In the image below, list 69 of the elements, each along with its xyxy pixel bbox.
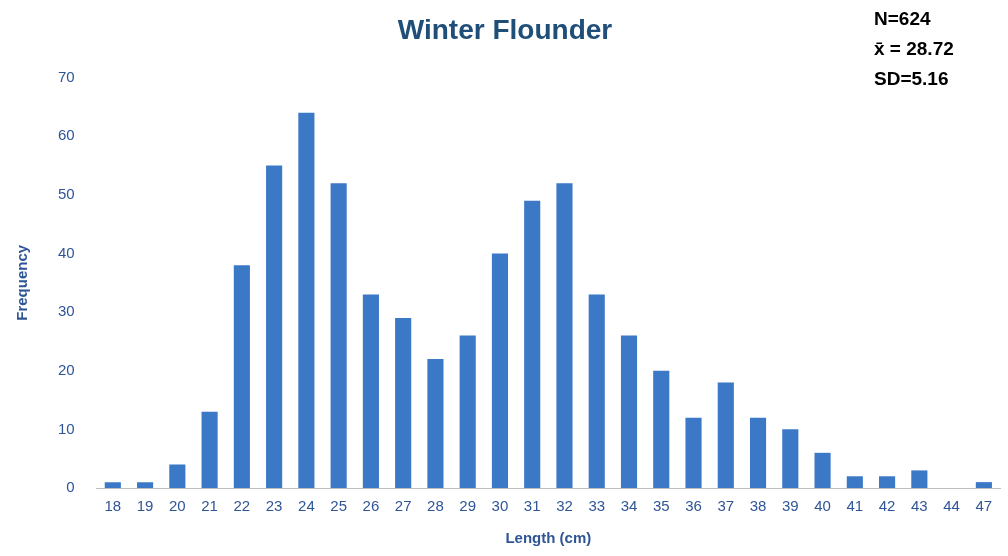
bar xyxy=(362,294,379,488)
y-axis-title: Frequency xyxy=(13,244,31,321)
x-tick-label: 20 xyxy=(168,497,186,515)
annotation: SD=5.16 xyxy=(874,67,950,91)
x-tick-label: 18 xyxy=(104,497,122,515)
bar xyxy=(975,482,992,488)
bar xyxy=(588,294,605,488)
bar xyxy=(620,335,638,488)
bar xyxy=(782,429,799,488)
x-tick-label: 42 xyxy=(878,497,896,515)
x-tick-label: 40 xyxy=(814,497,831,515)
x-tick-label: 21 xyxy=(201,497,218,515)
bar xyxy=(717,382,734,488)
bar xyxy=(491,253,509,488)
chart-title: Winter Flounder xyxy=(397,13,613,45)
bar xyxy=(137,482,154,488)
x-tick-label: 36 xyxy=(685,497,702,515)
x-tick-label: 30 xyxy=(491,497,509,515)
x-tick-label: 28 xyxy=(427,497,444,515)
y-tick-label: 10 xyxy=(58,419,75,437)
bar xyxy=(104,482,121,488)
x-tick-label: 43 xyxy=(911,497,928,515)
bar xyxy=(427,359,444,488)
bar xyxy=(814,452,831,488)
x-axis-title: Length (cm) xyxy=(505,529,592,547)
x-tick-label: 44 xyxy=(943,497,960,515)
y-tick-label: 50 xyxy=(58,185,75,202)
bar xyxy=(846,476,863,488)
bar xyxy=(459,335,476,488)
y-tick-label: 0 xyxy=(66,478,75,496)
x-tick-label: 19 xyxy=(136,497,154,515)
bar xyxy=(685,417,702,488)
bar xyxy=(879,476,896,488)
x-tick-label: 39 xyxy=(781,497,799,515)
x-tick-label: 29 xyxy=(459,497,477,515)
y-tick-label: 40 xyxy=(58,243,75,261)
y-tick-label: 70 xyxy=(58,67,75,85)
x-tick-label: 37 xyxy=(717,497,735,515)
bar xyxy=(201,411,218,488)
x-tick-label: 31 xyxy=(523,497,541,515)
x-tick-label: 27 xyxy=(394,497,412,515)
x-tick-label: 22 xyxy=(233,497,251,515)
text: N=624 xyxy=(874,7,932,31)
bar xyxy=(524,200,541,488)
bar xyxy=(169,464,186,488)
y-tick-label: 20 xyxy=(58,360,75,378)
y-tick-label: 30 xyxy=(58,302,75,320)
bar xyxy=(556,183,573,488)
x-tick-label: 23 xyxy=(265,497,283,515)
bar xyxy=(911,470,928,488)
x-tick-label: 47 xyxy=(975,497,993,515)
bar xyxy=(395,317,412,488)
x-tick-label: 34 xyxy=(620,497,638,515)
x-tick-label: 35 xyxy=(652,497,670,515)
text: x̄ = 28.72 xyxy=(874,37,954,61)
x-tick-label: 26 xyxy=(362,497,380,515)
bar xyxy=(298,112,315,488)
x-tick-label: 41 xyxy=(846,497,864,515)
bar xyxy=(653,370,670,488)
bar xyxy=(266,165,283,488)
bar xyxy=(233,265,250,488)
bar xyxy=(330,183,347,488)
x-tick-label: 32 xyxy=(556,497,573,515)
x-tick-label: 24 xyxy=(298,497,315,515)
x-tick-label: 25 xyxy=(330,497,347,515)
x-tick-label: 38 xyxy=(749,497,767,515)
bar xyxy=(749,417,767,488)
y-tick-label: 60 xyxy=(58,126,75,144)
x-tick-label: 33 xyxy=(588,497,606,515)
